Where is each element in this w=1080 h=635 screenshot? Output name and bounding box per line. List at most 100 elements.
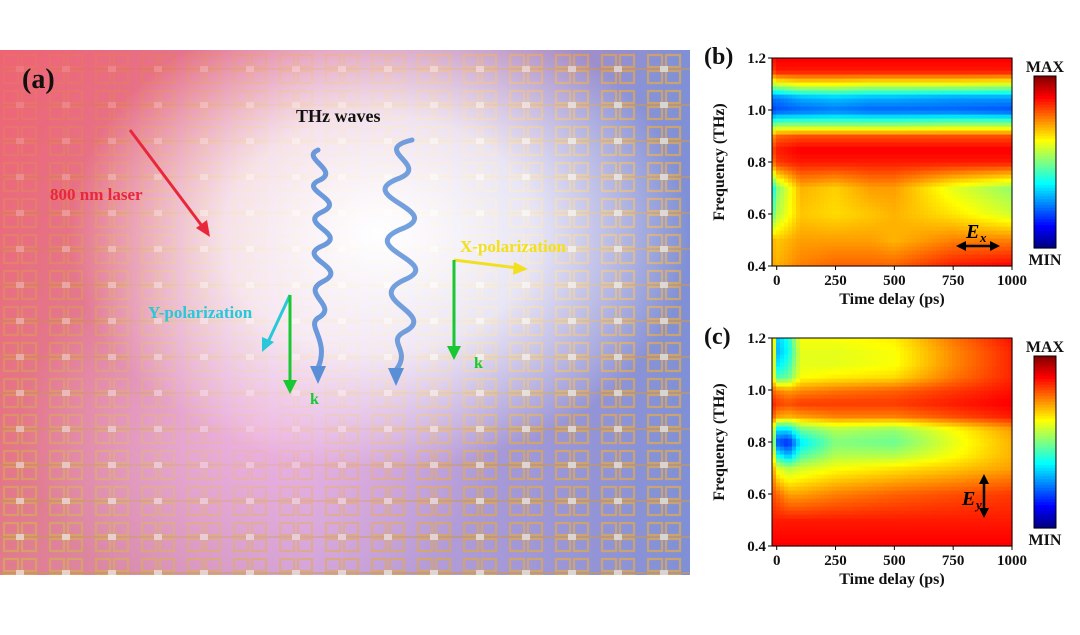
heatmap-cell	[888, 446, 893, 451]
colorbar-step	[1034, 90, 1056, 94]
heatmap-cell	[936, 130, 941, 135]
heatmap-cell	[828, 350, 833, 355]
heatmap-cell	[888, 362, 893, 367]
heatmap-cell	[792, 234, 797, 239]
heatmap-cell	[848, 382, 853, 387]
heatmap-cell	[848, 478, 853, 483]
heatmap-cell	[772, 382, 777, 387]
heatmap-cell	[888, 66, 893, 71]
heatmap-cell	[892, 454, 897, 459]
heatmap-cell	[888, 198, 893, 203]
heatmap-cell	[780, 362, 785, 367]
heatmap-cell	[824, 182, 829, 187]
heatmap-cell	[1008, 258, 1013, 263]
heatmap-cell	[932, 74, 937, 79]
heatmap-cell	[800, 222, 805, 227]
heatmap-cell	[848, 150, 853, 155]
heatmap-cell	[808, 410, 813, 415]
heatmap-cell	[928, 110, 933, 115]
heatmap-cell	[868, 486, 873, 491]
heatmap-cell	[904, 142, 909, 147]
heatmap-cell	[968, 126, 973, 131]
heatmap-cell	[908, 70, 913, 75]
heatmap-cell	[860, 374, 865, 379]
heatmap-cell	[856, 458, 861, 463]
heatmap-cell	[808, 246, 813, 251]
heatmap-cell	[940, 106, 945, 111]
heatmap-cell	[776, 214, 781, 219]
heatmap-cell	[856, 350, 861, 355]
heatmap-cell	[864, 422, 869, 427]
heatmap-cell	[792, 534, 797, 539]
heatmap-cell	[804, 526, 809, 531]
heatmap-cell	[828, 98, 833, 103]
heatmap-cell	[776, 474, 781, 479]
heatmap-cell	[868, 518, 873, 523]
heatmap-cell	[868, 466, 873, 471]
heatmap-cell	[972, 102, 977, 107]
heatmap-cell	[896, 390, 901, 395]
heatmap-cell	[904, 106, 909, 111]
heatmap-cell	[808, 474, 813, 479]
heatmap-cell	[960, 62, 965, 67]
heatmap-cell	[884, 118, 889, 123]
heatmap-cell	[832, 478, 837, 483]
heatmap-cell	[784, 174, 789, 179]
heatmap-cell	[864, 166, 869, 171]
heatmap-cell	[836, 402, 841, 407]
heatmap-cell	[968, 114, 973, 119]
heatmap-cell	[800, 158, 805, 163]
heatmap-cell	[856, 370, 861, 375]
heatmap-cell	[944, 110, 949, 115]
heatmap-cell	[872, 370, 877, 375]
heatmap-cell	[836, 150, 841, 155]
heatmap-cell	[980, 202, 985, 207]
heatmap-cell	[944, 62, 949, 67]
heatmap-cell	[964, 82, 969, 87]
heatmap-cell	[800, 370, 805, 375]
heatmap-cell	[892, 434, 897, 439]
heatmap-cell	[864, 218, 869, 223]
heatmap-cell	[924, 234, 929, 239]
heatmap-cell	[988, 258, 993, 263]
heatmap-cell	[944, 102, 949, 107]
heatmap-cell	[840, 146, 845, 151]
heatmap-cell	[876, 178, 881, 183]
heatmap-cell	[864, 394, 869, 399]
heatmap-cell	[912, 146, 917, 151]
heatmap-cell	[1000, 250, 1005, 255]
heatmap-cell	[924, 230, 929, 235]
heatmap-cell	[936, 246, 941, 251]
heatmap-cell	[792, 378, 797, 383]
heatmap-cell	[832, 506, 837, 511]
heatmap-cell	[868, 438, 873, 443]
heatmap-cell	[876, 254, 881, 259]
heatmap-cell	[856, 158, 861, 163]
heatmap-cell	[920, 254, 925, 259]
thz-wave-icon	[310, 147, 334, 371]
heatmap-cell	[884, 62, 889, 67]
heatmap-cell	[896, 362, 901, 367]
heatmap-cell	[892, 358, 897, 363]
heatmap-cell	[800, 234, 805, 239]
heatmap-cell	[900, 454, 905, 459]
heatmap-cell	[876, 458, 881, 463]
heatmap-cell	[844, 346, 849, 351]
heatmap-cell	[800, 394, 805, 399]
heatmap-cell	[916, 122, 921, 127]
heatmap-cell	[784, 470, 789, 475]
heatmap-cell	[828, 374, 833, 379]
heatmap-cell	[836, 122, 841, 127]
heatmap-cell	[816, 418, 821, 423]
heatmap-cell	[952, 158, 957, 163]
heatmap-cell	[824, 78, 829, 83]
heatmap-cell	[964, 190, 969, 195]
heatmap-cell	[776, 366, 781, 371]
heatmap-cell	[812, 426, 817, 431]
heatmap-cell	[784, 162, 789, 167]
heatmap-cell	[1008, 90, 1013, 95]
heatmap-cell	[984, 74, 989, 79]
heatmap-cell	[916, 186, 921, 191]
heatmap-cell	[832, 234, 837, 239]
heatmap-cell	[836, 74, 841, 79]
